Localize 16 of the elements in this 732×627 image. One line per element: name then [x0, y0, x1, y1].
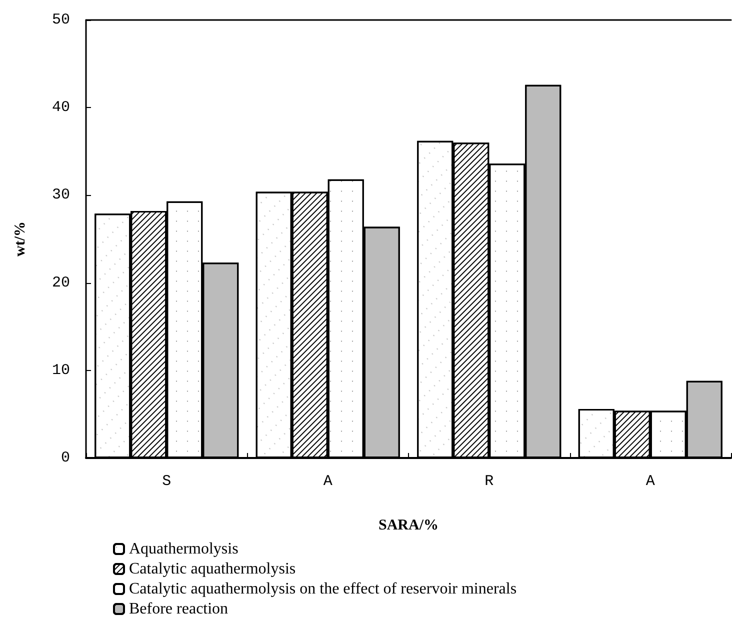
y-tick-label: 10 [52, 362, 70, 379]
legend-label: Aquathermolysis [129, 540, 238, 558]
y-tick-label: 30 [52, 186, 70, 204]
legend-label: Catalytic aquathermolysis [129, 560, 296, 578]
y-tick-label: 20 [52, 274, 70, 292]
x-tick-label: A [646, 473, 655, 490]
x-axis-title: SARA/% [378, 518, 439, 534]
y-axis-title: wt/% [12, 222, 28, 256]
x-tick-label: S [162, 473, 172, 490]
x-tick-label: R [484, 473, 494, 490]
legend-label: Catalytic aquathermolysis on the effect of reservoir minerals [129, 580, 517, 598]
y-tick-label: 40 [52, 99, 70, 116]
x-tick-label: A [323, 473, 332, 490]
y-tick-label: 0 [60, 450, 70, 466]
legend-label: Before reaction [129, 600, 228, 618]
y-tick-label: 50 [52, 12, 70, 28]
